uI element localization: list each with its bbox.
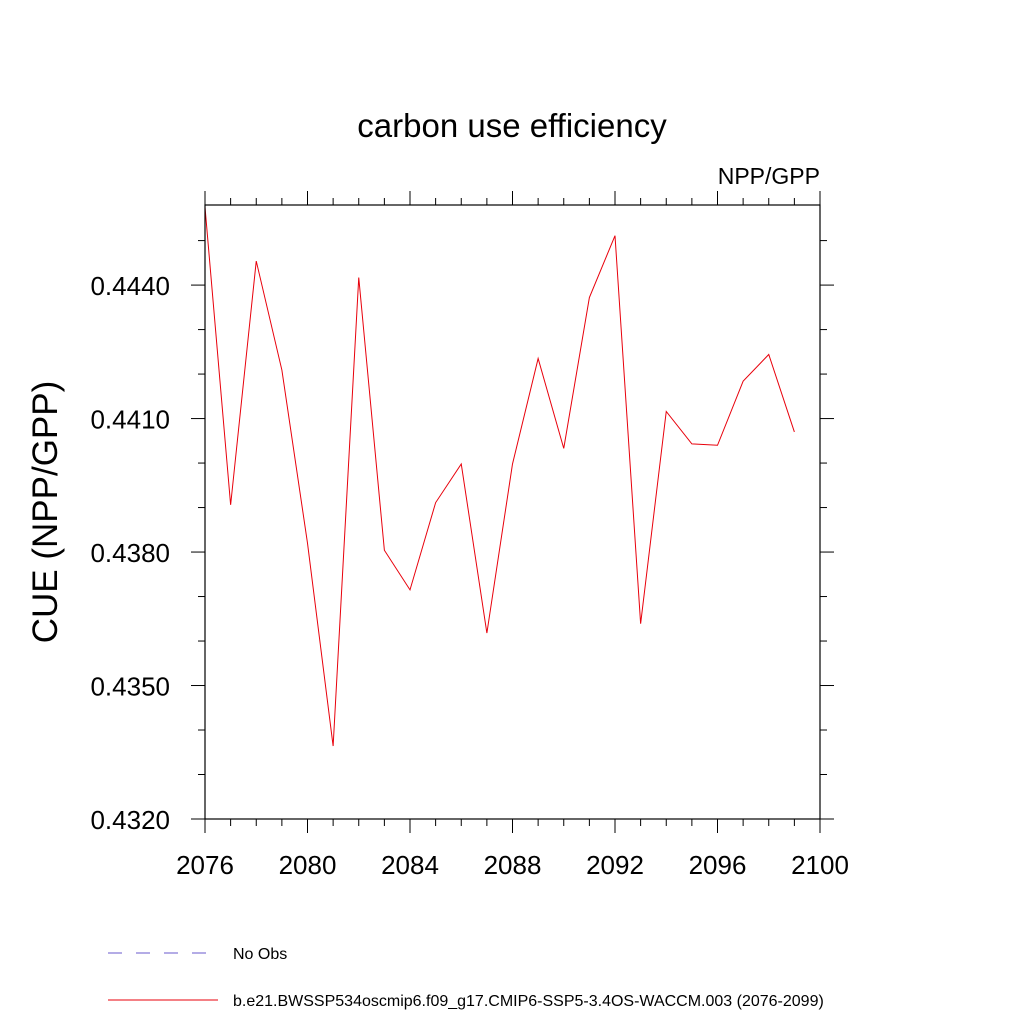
x-tick-label: 2076 — [176, 850, 234, 880]
x-tick-label: 2088 — [484, 850, 542, 880]
plot-frame — [204, 204, 821, 820]
legend: No Obs b.e21.BWSSP534oscmip6.f09_g17.CMI… — [108, 946, 824, 1010]
x-tick-label: 2084 — [381, 850, 439, 880]
tick-labels: 2076 2080 2084 2088 2092 2096 2100 0.4320 0.4350… — [90, 271, 848, 880]
series-group — [204, 207, 795, 747]
y-tick-label: 0.4380 — [90, 538, 170, 568]
y-tick-label: 0.4440 — [90, 271, 170, 301]
chart-title: carbon use efficiency — [357, 107, 667, 144]
legend-label-no-obs: No Obs — [233, 946, 287, 963]
ticks — [191, 191, 834, 833]
x-tick-label: 2092 — [586, 850, 644, 880]
y-tick-label: 0.4410 — [90, 405, 170, 435]
y-axis-label: CUE (NPP/GPP) — [26, 381, 65, 644]
x-tick-label: 2096 — [689, 850, 747, 880]
series-line — [204, 207, 795, 747]
legend-label-model: b.e21.BWSSP534oscmip6.f09_g17.CMIP6-SSP5… — [233, 993, 824, 1010]
y-tick-label: 0.4320 — [90, 805, 170, 835]
chart-subtitle: NPP/GPP — [718, 163, 820, 189]
y-tick-label: 0.4350 — [90, 672, 170, 702]
x-tick-label: 2080 — [279, 850, 337, 880]
x-tick-label: 2100 — [791, 850, 849, 880]
